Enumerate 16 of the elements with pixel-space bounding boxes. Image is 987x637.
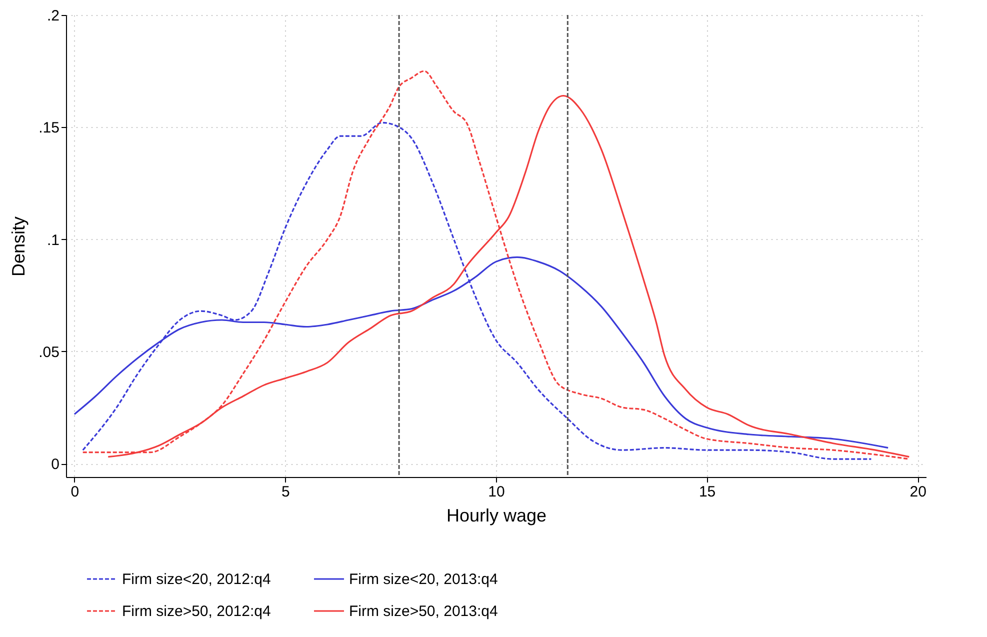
y-tick-label: .15 <box>38 120 60 137</box>
legend-label: Firm size>50, 2013:q4 <box>349 603 498 620</box>
x-tick-label: 0 <box>70 484 80 500</box>
y-tick-label: 0 <box>51 456 60 474</box>
x-tick-label: 10 <box>488 484 505 500</box>
x-tick-label: 15 <box>698 484 716 500</box>
x-tick-label: 20 <box>910 484 926 500</box>
y-axis-title: Density <box>8 216 29 277</box>
y-tick-label: .2 <box>46 8 60 24</box>
y-tick-label: .05 <box>38 344 60 361</box>
y-tick-label: .1 <box>46 232 60 249</box>
legend-label: Firm size<20, 2012:q4 <box>122 571 271 588</box>
x-axis-title: Hourly wage <box>446 506 547 526</box>
legend-label: Firm size>50, 2012:q4 <box>122 603 271 620</box>
legend-label: Firm size<20, 2013:q4 <box>349 571 498 588</box>
x-tick-label: 5 <box>282 484 290 500</box>
